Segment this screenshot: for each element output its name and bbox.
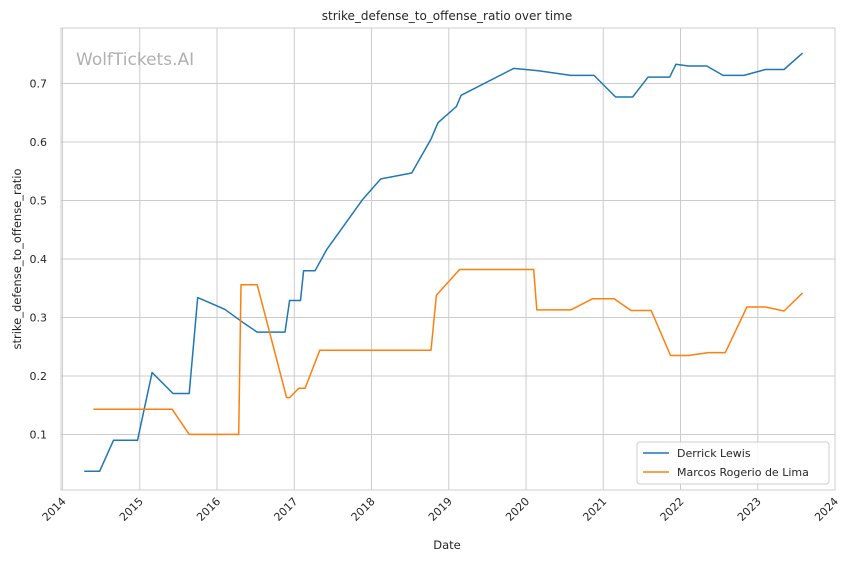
x-tick-label: 2021 xyxy=(580,495,609,524)
x-tick-labels: 2014 2015 2016 2017 2018 2019 2020 2021 2022 2023… xyxy=(40,495,841,524)
chart-title: strike_defense_to_offense_ratio over tim… xyxy=(322,9,572,23)
watermark: WolfTickets.AI xyxy=(76,50,194,70)
x-tick-label: 2022 xyxy=(658,495,687,524)
legend-label-marcos-rogerio-de-lima: Marcos Rogerio de Lima xyxy=(677,466,809,479)
y-tick-label: 0.2 xyxy=(30,370,48,383)
series-line-marcos-rogerio-de-lima xyxy=(93,268,804,436)
x-tick-label: 2023 xyxy=(735,495,764,524)
x-tick-label: 2014 xyxy=(40,495,69,524)
series-lines xyxy=(84,52,804,473)
x-tick-label: 2020 xyxy=(503,495,532,524)
y-tick-label: 0.6 xyxy=(30,136,48,149)
legend: Derrick Lewis Marcos Rogerio de Lima xyxy=(636,441,830,485)
y-axis-title: strike_defense_to_offense_ratio xyxy=(10,168,24,349)
y-tick-label: 0.4 xyxy=(30,253,48,266)
y-tick-label: 0.7 xyxy=(30,78,48,91)
y-tick-label: 0.1 xyxy=(30,428,48,441)
legend-label-derrick-lewis: Derrick Lewis xyxy=(677,447,751,460)
plot-area-frame xyxy=(60,27,836,491)
x-axis-title: Date xyxy=(433,538,461,552)
legend-box xyxy=(636,441,830,485)
y-tick-labels: 0.1 0.2 0.3 0.4 0.5 0.6 0.7 xyxy=(30,78,48,442)
grid xyxy=(61,28,836,490)
series-line-derrick-lewis xyxy=(84,52,804,473)
x-tick-label: 2019 xyxy=(426,495,455,524)
x-tick-label: 2024 xyxy=(812,495,841,524)
x-tick-label: 2016 xyxy=(194,495,223,524)
x-tick-label: 2017 xyxy=(271,495,300,524)
y-tick-label: 0.3 xyxy=(30,311,48,324)
y-tick-label: 0.5 xyxy=(30,195,48,208)
x-tick-label: 2015 xyxy=(117,495,146,524)
x-tick-label: 2018 xyxy=(349,495,378,524)
